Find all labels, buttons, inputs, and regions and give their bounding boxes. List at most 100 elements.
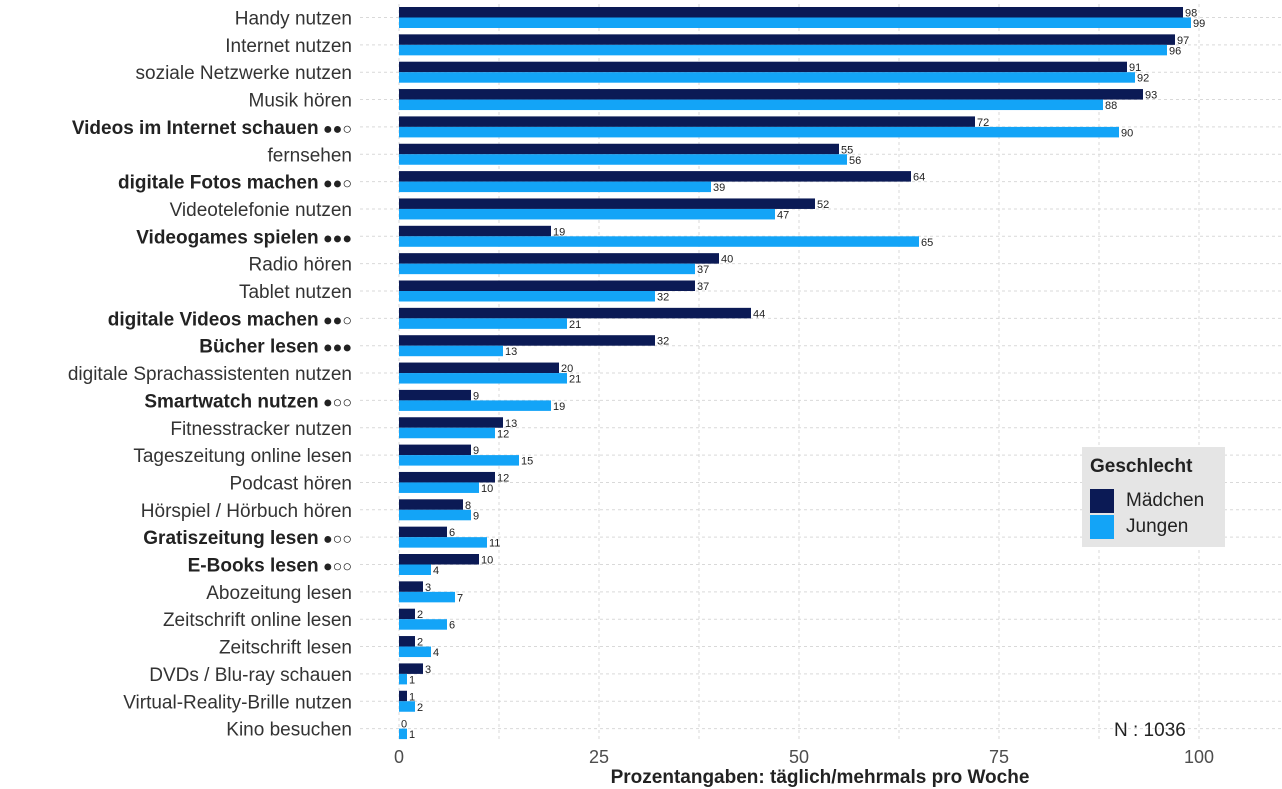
data-label: 65 [921,237,933,249]
bar-jungen [399,482,479,493]
importance-marker: ●●● [319,340,352,357]
x-tick-labels: 0 25 50 75 100 [394,747,1214,767]
data-label: 44 [753,308,765,320]
bar-maedchen [399,389,471,401]
category-label: fernsehen [267,145,352,166]
legend-swatch-maedchen [1090,489,1114,513]
bar-jungen [399,591,455,603]
category-label-text: digitale Videos machen [108,309,319,330]
bar-jungen [399,701,415,712]
bar-jungen [399,564,431,575]
category-label: Gratiszeitung lesen ●○○ [143,528,352,549]
data-label: 9 [473,510,479,522]
category-label-text: Smartwatch nutzen [144,391,318,412]
legend-title: Geschlecht [1090,456,1193,477]
category-label: Zeitschrift online lesen [163,610,352,631]
category-label-text: Zeitschrift lesen [219,638,352,659]
legend-item-jungen: Jungen [1090,515,1188,539]
category-label-text: Abozeitung lesen [206,583,352,604]
bar-jungen [399,646,431,658]
bar-maedchen [399,581,423,592]
data-label: 32 [657,336,669,348]
bar-maedchen [399,554,479,565]
category-label-text: Videos im Internet schauen [72,118,319,139]
bar-jungen [399,537,487,548]
category-label: Podcast hören [229,473,352,494]
data-label: 13 [505,346,517,358]
legend-swatch-jungen [1090,515,1114,539]
value-labels: 9899979691929388729055566439524719654037… [401,8,1205,742]
category-label: Videotelefonie nutzen [170,200,352,221]
category-label-text: fernsehen [267,145,352,166]
bar-jungen [399,126,1119,138]
data-label: 56 [849,155,861,167]
bar-jungen [399,318,567,329]
data-label: 32 [657,292,669,304]
category-label: Musik hören [249,91,353,112]
bar-jungen [399,673,407,685]
bar-maedchen [399,253,719,264]
category-label: Internet nutzen [225,36,352,57]
bar-jungen [399,427,495,439]
bar-maedchen [399,280,695,291]
data-label: 91 [1129,62,1141,74]
data-label: 9 [473,445,479,457]
data-label: 97 [1177,35,1189,47]
category-label-text: Bücher lesen [199,337,318,358]
data-label: 12 [497,472,509,484]
bar-maedchen [399,526,447,538]
legend-label-jungen: Jungen [1126,516,1189,537]
data-label: 4 [433,647,439,659]
importance-marker: ●●○ [319,312,352,329]
data-label: 20 [561,363,573,375]
data-label: 99 [1193,18,1205,30]
data-label: 93 [1145,90,1157,102]
data-label: 92 [1137,73,1149,85]
bar-maedchen [399,143,839,155]
category-label-text: Virtual-Reality-Brille nutzen [123,692,352,713]
data-label: 19 [553,226,565,238]
data-label: 0 [401,719,407,731]
category-label-text: digitale Fotos machen [118,173,319,194]
data-label: 3 [425,664,431,676]
category-label: DVDs / Blu-ray schauen [149,665,352,686]
bar-maedchen [399,225,551,237]
data-label: 13 [505,418,517,430]
bar-maedchen [399,499,463,510]
bar-maedchen [399,362,559,374]
data-label: 37 [697,281,709,293]
data-label: 90 [1121,127,1133,139]
legend-label-maedchen: Mädchen [1126,490,1205,511]
x-tick-label: 50 [789,747,809,767]
category-label: Handy nutzen [235,9,352,30]
x-tick-label: 100 [1184,747,1214,767]
data-label: 2 [417,702,423,714]
category-label-text: E-Books lesen [188,556,319,577]
data-label: 11 [489,538,500,550]
data-label: 40 [721,254,733,266]
category-label: Videogames spielen ●●● [136,227,352,248]
bar-jungen [399,154,847,165]
bar-jungen [399,17,1191,28]
data-label: 10 [481,555,493,567]
category-label-text: Zeitschrift online lesen [163,610,352,631]
data-label: 52 [817,199,829,211]
category-label-text: soziale Netzwerke nutzen [136,63,353,84]
category-label-text: Fitnesstracker nutzen [170,419,352,440]
bar-maedchen [399,636,415,647]
importance-marker: ●○○ [319,559,352,576]
category-label-text: Hörspiel / Hörbuch hören [141,501,352,522]
bar-jungen [399,728,407,740]
category-label-text: Videogames spielen [136,227,318,248]
data-label: 12 [497,428,509,440]
bar-jungen [399,181,711,193]
bar-maedchen [399,608,415,620]
bar-jungen [399,72,1135,83]
category-label-text: Gratiszeitung lesen [143,528,318,549]
importance-marker: ●●○ [319,176,352,193]
bar-maedchen [399,7,1183,18]
bar-maedchen [399,198,815,209]
data-label: 19 [553,401,565,413]
category-label-text: DVDs / Blu-ray schauen [149,665,352,686]
